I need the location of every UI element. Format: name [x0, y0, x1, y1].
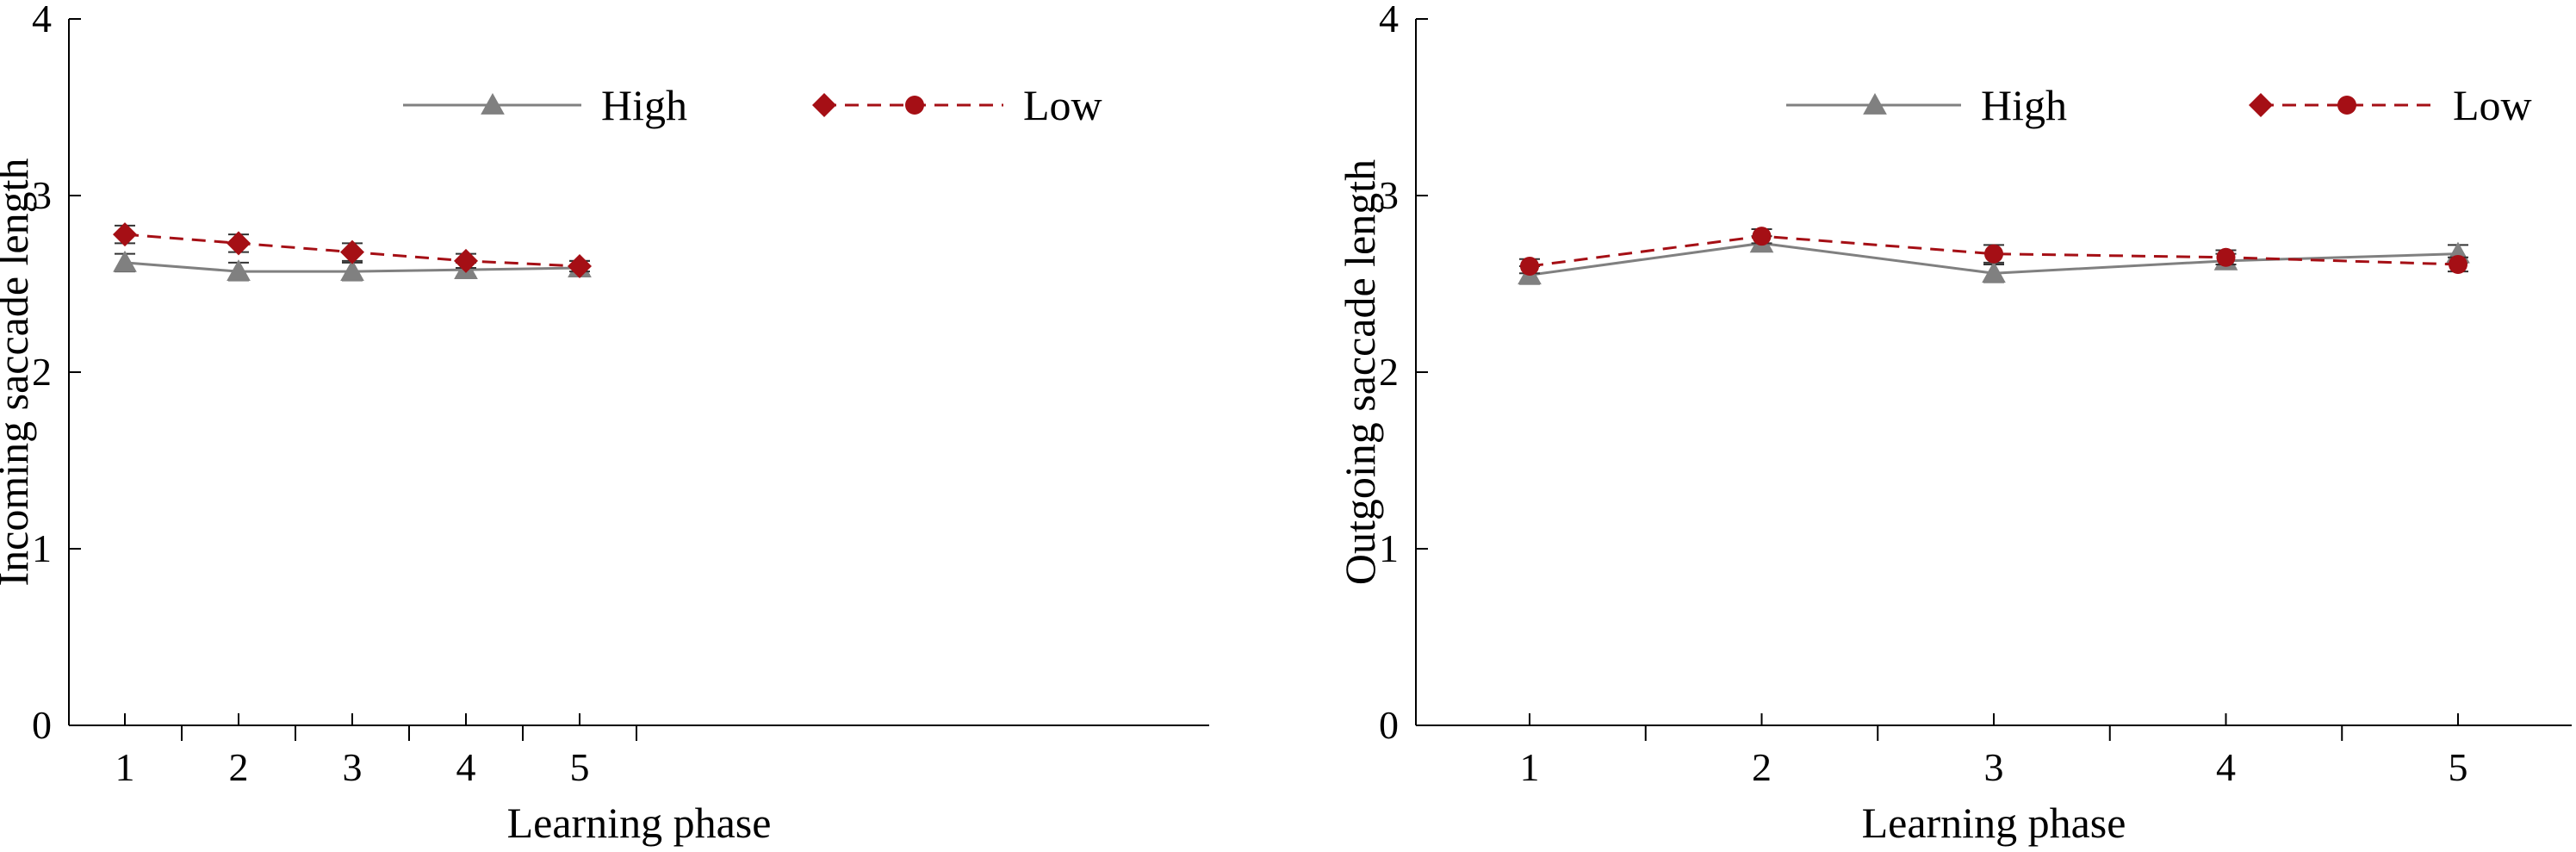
- legend-marker: [1863, 92, 1887, 115]
- legend: High Low: [403, 81, 1102, 129]
- axes: 0 1 2 3 4 1 2 3 4 5: [32, 0, 1209, 789]
- data-point: [2216, 247, 2236, 267]
- data-point: [1982, 261, 2006, 283]
- y-tick-label: 3: [1379, 173, 1399, 217]
- data-point: [227, 259, 251, 282]
- y-tick-label: 2: [32, 350, 52, 394]
- y-axis-title: Outgoing saccade length: [1336, 159, 1384, 585]
- x-tick-label: 5: [570, 745, 590, 789]
- axes: 0 1 2 3 4 1 2 3 4 5: [1379, 0, 2572, 789]
- x-tick-label: 3: [343, 745, 363, 789]
- x-tick-label: 5: [2449, 745, 2468, 789]
- y-tick-label: 1: [32, 526, 52, 570]
- data-point: [340, 239, 364, 264]
- legend-label: High: [1981, 81, 2067, 129]
- x-tick-label: 2: [1752, 745, 1772, 789]
- legend-label: Low: [2453, 81, 2532, 129]
- outgoing-saccade-chart-svg: 0 1 2 3 4 1 2 3 4 5 Learning phase Outgoing saccade…: [1336, 0, 2572, 847]
- x-axis-title: Learning phase: [1862, 799, 2126, 847]
- legend-label: Low: [1023, 81, 1102, 129]
- y-axis-title: Incoming saccade length: [0, 158, 37, 586]
- data-point: [1752, 227, 1772, 246]
- series-low: [1519, 227, 2468, 276]
- data-point: [113, 250, 137, 272]
- data-point: [1520, 257, 1539, 276]
- x-tick-label: 4: [2216, 745, 2236, 789]
- y-tick-label: 0: [1379, 703, 1399, 747]
- data-point: [340, 259, 364, 282]
- y-tick-label: 4: [1379, 0, 1399, 40]
- legend-marker: [812, 93, 836, 117]
- legend: High Low: [1786, 81, 2532, 129]
- x-tick-label: 4: [456, 745, 476, 789]
- series-low: [113, 222, 592, 278]
- x-tick-label: 1: [115, 745, 135, 789]
- y-tick-label: 3: [32, 173, 52, 217]
- data-point: [227, 231, 251, 256]
- legend-marker: [481, 92, 505, 115]
- legend-marker: [2337, 96, 2356, 115]
- legend-marker: [905, 96, 924, 115]
- outgoing-saccade-chart: 0 1 2 3 4 1 2 3 4 5 Learning phase Outgoing saccade…: [1275, 0, 2576, 852]
- data-point: [2449, 254, 2467, 274]
- data-point: [568, 254, 592, 278]
- incoming-saccade-chart: 0 1 2 3 4 1 2 3 4 5 Learning phase Incoming saccade…: [0, 0, 1275, 852]
- y-tick-label: 1: [1379, 526, 1399, 570]
- data-point: [113, 222, 137, 247]
- legend-marker: [2249, 93, 2273, 117]
- data-point: [1984, 244, 2003, 264]
- x-tick-label: 1: [1520, 745, 1540, 789]
- legend-label: High: [601, 81, 687, 129]
- y-tick-label: 2: [1379, 350, 1399, 394]
- x-tick-label: 3: [1984, 745, 2004, 789]
- y-tick-label: 0: [32, 703, 52, 747]
- y-tick-label: 4: [32, 0, 52, 40]
- x-axis-title: Learning phase: [507, 799, 772, 847]
- data-point: [454, 248, 478, 273]
- x-tick-label: 2: [229, 745, 249, 789]
- incoming-saccade-chart-svg: 0 1 2 3 4 1 2 3 4 5 Learning phase Incoming saccade…: [0, 0, 1209, 847]
